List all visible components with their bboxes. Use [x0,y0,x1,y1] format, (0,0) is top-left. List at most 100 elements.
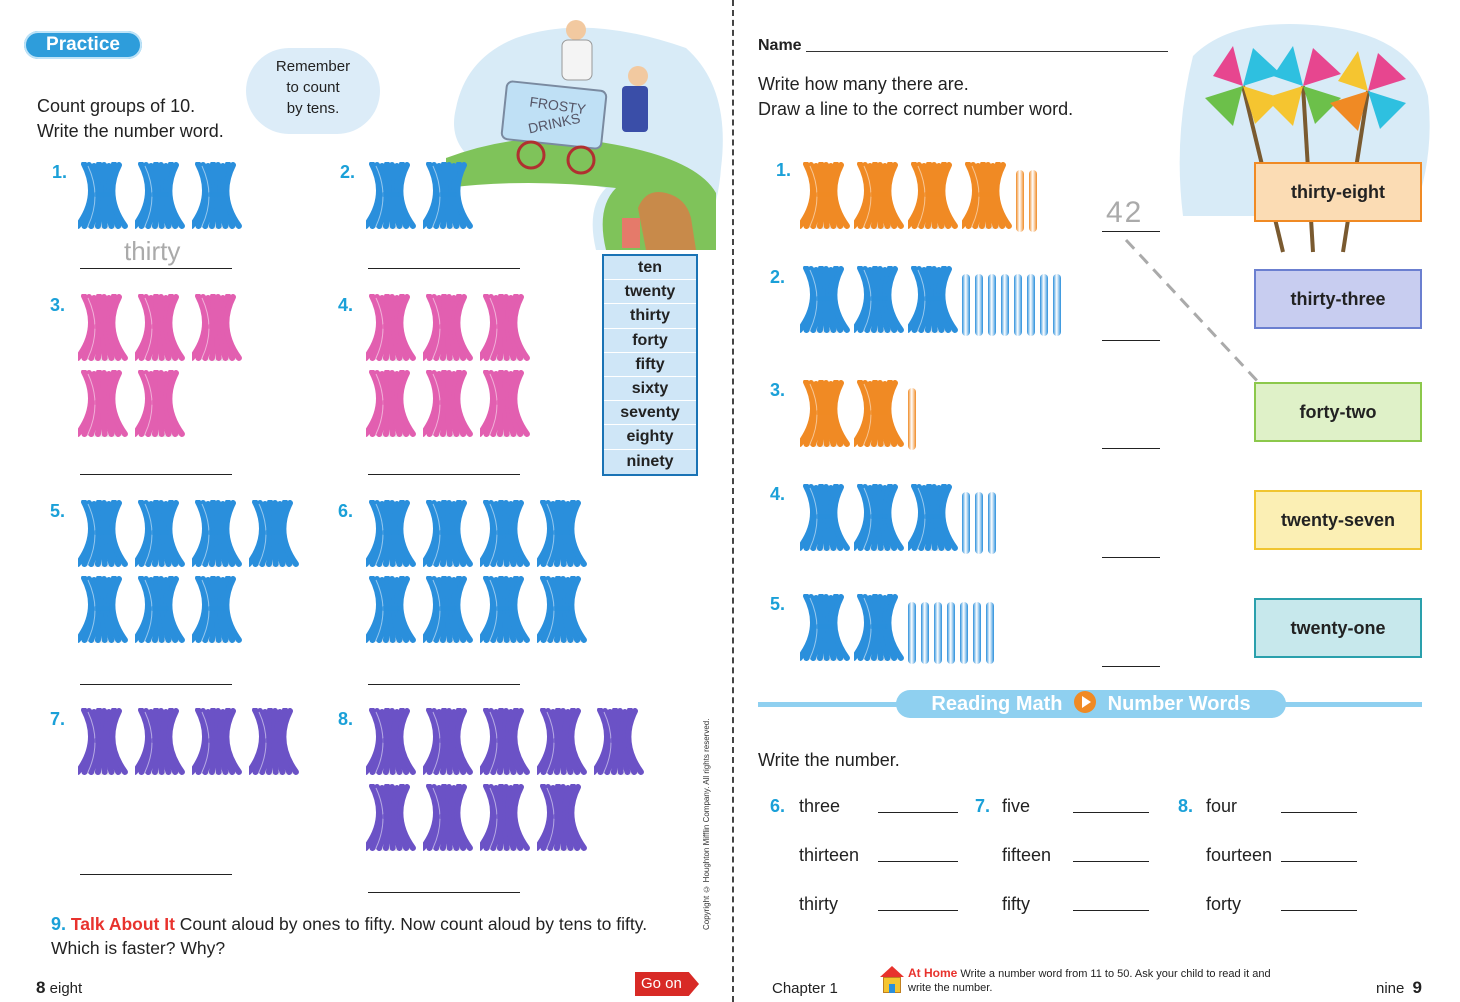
answer-line[interactable] [1102,666,1160,667]
number-word: three [799,796,841,816]
answer-line[interactable] [368,892,520,893]
ten-bundle-icon [962,162,1012,229]
problem-number: 4. [770,484,786,504]
ten-bundle-icon [249,708,299,775]
bundle-group [366,708,666,860]
ten-bundle-icon [78,500,128,567]
answer-line[interactable] [368,684,520,685]
ten-bundle-icon [366,162,416,229]
word-bank-item: twenty [604,280,696,305]
ten-bundle-icon [192,500,242,567]
answer-line[interactable] [878,812,958,813]
talk-text: Count aloud by ones to fifty. Now count … [51,914,648,958]
ten-bundle-icon [366,294,416,361]
bundle-group [366,162,606,238]
one-stick-icon [960,602,968,664]
name-field[interactable] [806,51,1168,52]
one-stick-icon [988,274,996,336]
word-box[interactable]: thirty-eight [1254,162,1422,222]
answer-line[interactable] [80,474,232,475]
word-bank-item: eighty [604,425,696,450]
answer-line[interactable] [1281,910,1357,911]
word-box[interactable]: twenty-seven [1254,490,1422,550]
ten-bundle-icon [423,784,473,851]
ten-bundle-icon [854,162,904,229]
one-stick-icon [962,492,970,554]
answer-line[interactable] [1281,812,1357,813]
one-stick-icon [962,274,970,336]
one-stick-icon [1016,170,1024,232]
number-word: fifteen [1002,845,1052,865]
answer-line[interactable] [368,268,520,269]
answer-line[interactable] [1102,557,1160,558]
answer-line[interactable] [1073,812,1149,813]
ten-bundle-icon [135,162,185,229]
one-stick-icon [975,274,983,336]
one-stick-icon [908,388,916,450]
go-on-button[interactable]: Go on [635,972,699,996]
one-stick-icon [947,602,955,664]
problem-number: 2. [340,162,356,182]
talk-label: Talk About It [70,914,175,934]
answer-line[interactable] [368,474,520,475]
ten-bundle-icon [135,370,185,437]
banner-right-text: Number Words [1107,693,1251,715]
word-box[interactable]: thirty-three [1254,269,1422,329]
ten-bundle-icon [854,484,904,551]
word-bank-item: fifty [604,353,696,377]
ten-bundle-icon [480,370,530,437]
number-word: thirty [799,894,839,914]
instruction-line: Draw a line to the correct number word. [758,99,1074,119]
talk-about-it: 9. Talk About It Count aloud by ones to … [51,912,671,960]
cart-sign-line1: FROSTY [529,94,588,118]
ten-bundle-icon [78,294,128,361]
page-divider [732,0,734,1002]
answer-line[interactable] [80,874,232,875]
answer-line[interactable] [878,861,958,862]
ten-bundle-icon [192,576,242,643]
word-bank-item: sixty [604,377,696,402]
ten-bundle-icon [366,576,416,643]
practice-badge: Practice [24,31,142,59]
problem-number: 7. [50,709,66,729]
word-box[interactable]: forty-two [1254,382,1422,442]
tens-ones-group [800,594,1100,670]
page-word: eight [49,980,83,997]
answer-line[interactable] [80,268,232,269]
ten-bundle-icon [537,500,587,567]
tens-ones-group [800,484,1100,560]
name-label: Name [758,37,802,54]
answer-line[interactable] [1073,861,1149,862]
banner-left-text: Reading Math [931,693,1063,715]
answer-line[interactable] [1102,448,1160,449]
ten-bundle-icon [135,576,185,643]
answer-line[interactable] [80,684,232,685]
problem-number: 6. [338,501,354,521]
bundle-group [78,294,253,446]
ten-bundle-icon [594,708,644,775]
ten-bundle-icon [135,708,185,775]
answer-line[interactable] [1281,861,1357,862]
word-box[interactable]: twenty-one [1254,598,1422,658]
ten-bundle-icon [908,162,958,229]
ten-bundle-icon [800,594,850,661]
right-instructions: Write how many there are. Draw a line to… [758,72,1073,122]
number-word: fourteen [1206,845,1273,865]
ten-bundle-icon [480,708,530,775]
bundle-group [78,500,318,652]
problem-number: 2. [770,267,786,287]
word-bank-item: forty [604,329,696,353]
write-number-instruction: Write the number. [758,750,900,770]
answer-line[interactable] [878,910,958,911]
page-number: 9 [1412,978,1422,997]
answer-line[interactable] [1102,231,1160,232]
problem-number: 5. [50,501,66,521]
cloud-line: by tens. [286,100,340,117]
one-stick-icon [1001,274,1009,336]
problem-number: 4. [338,295,354,315]
cloud-line: Remember [275,58,351,75]
answer-line[interactable] [1073,910,1149,911]
answer-line[interactable] [1102,340,1160,341]
ten-bundle-icon [480,576,530,643]
ten-bundle-icon [78,162,128,229]
